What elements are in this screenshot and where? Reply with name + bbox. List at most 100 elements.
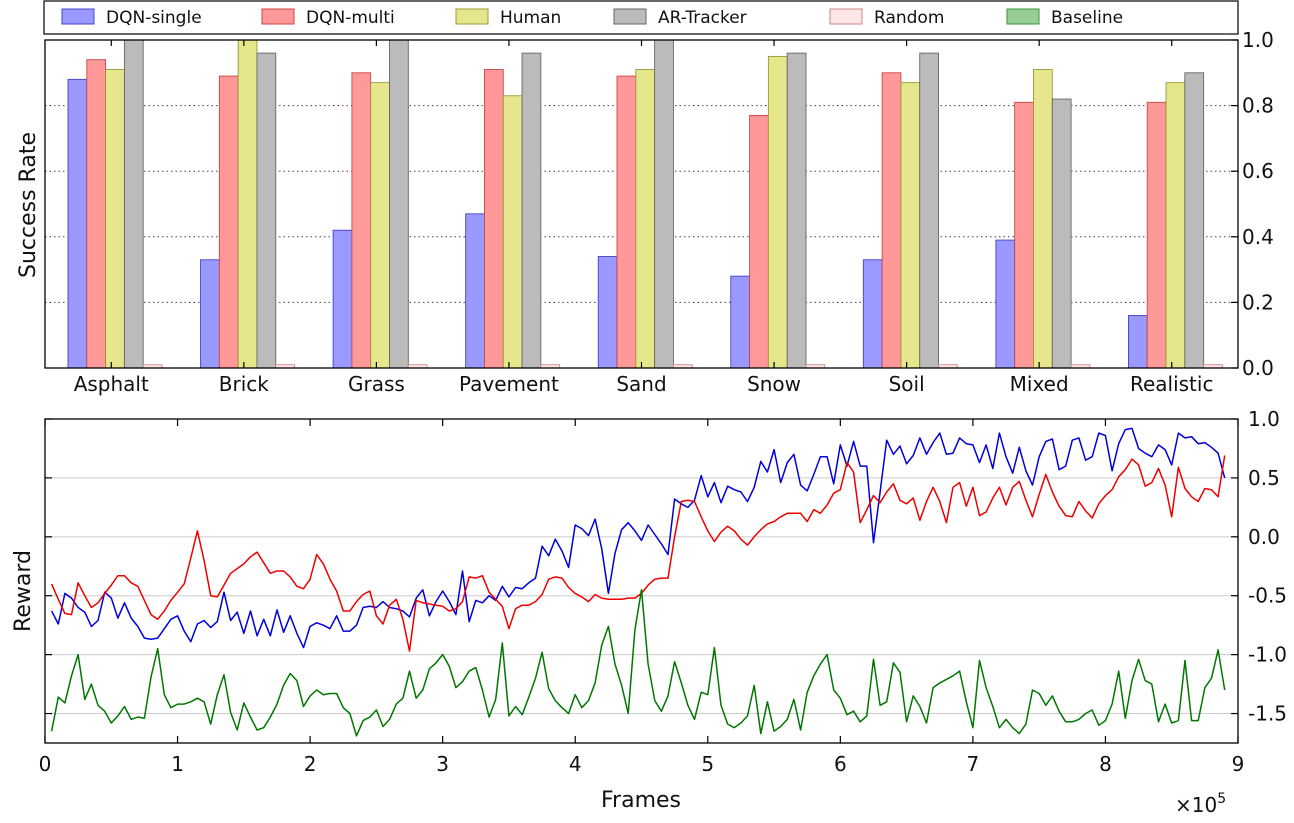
x-scale-exponent: 5 <box>1217 791 1226 807</box>
top-x-ticks: Asphalt Brick Grass Pavement Sand Snow Soil Mix… <box>74 40 1214 396</box>
x-scale-base: ×10 <box>1175 793 1217 817</box>
bottom-x-ticks: 0 1 2 3 4 5 6 7 8 9 <box>39 419 1245 776</box>
bar-ar-tracker-asphalt <box>123 39 144 369</box>
legend-label-dqn-multi: DQN-multi <box>306 8 395 28</box>
bar-ar-tracker-pavement <box>521 52 542 369</box>
legend-label-ar-tracker: AR-Tracker <box>658 8 747 28</box>
bottom-x-tick-label: 2 <box>304 752 317 776</box>
top-chart-panel: 0.0 0.2 0.4 0.6 0.8 1.0 Asphalt Brick Grass Pave… <box>16 28 1274 396</box>
bar-dqn-multi-grass <box>351 72 372 369</box>
legend-swatch-baseline <box>1006 8 1040 25</box>
bar-ar-tracker-soil <box>919 52 939 369</box>
top-y-axis-label: Success Rate <box>16 132 41 278</box>
top-y-ticks: 0.0 0.2 0.4 0.6 0.8 1.0 <box>1231 28 1274 380</box>
x-scale-multiplier: ×105 <box>1175 791 1226 817</box>
bar-human-sand <box>635 69 656 369</box>
legend-swatch-human <box>455 8 489 25</box>
category-label-mixed: Mixed <box>1010 372 1069 396</box>
bar-dqn-single-asphalt <box>67 78 88 369</box>
category-label-realistic: Realistic <box>1130 372 1214 396</box>
top-y-tick-label: 0.4 <box>1242 225 1274 249</box>
bar-dqn-single-soil <box>862 259 883 369</box>
bottom-x-tick-label: 5 <box>701 752 714 776</box>
category-label-snow: Snow <box>747 372 801 396</box>
top-y-tick-label: 1.0 <box>1242 28 1274 52</box>
top-y-tick-label: 0.6 <box>1242 159 1274 183</box>
bottom-y-axis-label: Reward <box>11 550 36 632</box>
category-label-asphalt: Asphalt <box>74 372 149 396</box>
bar-human-pavement <box>502 95 523 369</box>
legend-swatch-dqn-single <box>61 8 95 25</box>
bottom-x-tick-label: 8 <box>1099 752 1112 776</box>
bar-dqn-single-pavement <box>465 213 485 369</box>
bar-human-brick <box>237 39 258 369</box>
bar-dqn-single-snow <box>730 275 751 369</box>
top-y-tick-label: 0.0 <box>1242 356 1274 380</box>
bar-dqn-multi-snow <box>749 114 769 369</box>
bar-human-asphalt <box>105 69 125 369</box>
bar-dqn-single-brick <box>200 259 220 369</box>
bar-dqn-single-grass <box>332 229 353 369</box>
bar-ar-tracker-realistic <box>1184 72 1205 369</box>
category-label-pavement: Pavement <box>459 372 559 396</box>
bar-dqn-multi-sand <box>616 75 637 369</box>
category-label-sand: Sand <box>616 372 666 396</box>
legend-swatch-ar-tracker <box>613 8 647 25</box>
bar-human-grass <box>370 82 390 369</box>
bar-ar-tracker-snow <box>786 52 807 369</box>
bar-human-soil <box>900 82 921 369</box>
bottom-x-tick-label: 7 <box>967 752 980 776</box>
bar-dqn-multi-mixed <box>1014 101 1034 369</box>
top-y-tick-label: 0.8 <box>1242 94 1274 118</box>
bar-ar-tracker-sand <box>654 39 674 369</box>
bar-human-snow <box>767 55 788 369</box>
bottom-x-axis-label: Frames <box>601 788 681 813</box>
bottom-y-tick-label: -0.5 <box>1248 584 1287 608</box>
bar-dqn-single-realistic <box>1127 315 1148 369</box>
bar-ar-tracker-mixed <box>1051 98 1072 369</box>
bottom-x-tick-label: 6 <box>834 752 847 776</box>
legend-swatch-dqn-multi <box>261 8 295 25</box>
bar-dqn-multi-asphalt <box>86 59 107 369</box>
legend-label-human: Human <box>500 8 561 28</box>
bar-dqn-single-sand <box>597 256 618 369</box>
legend-label-random: Random <box>874 8 944 28</box>
bottom-y-ticks: -1.5 -1.0 -0.5 0.0 0.5 1.0 <box>45 407 1287 726</box>
category-label-soil: Soil <box>889 372 925 396</box>
line-dqn-multi <box>50 455 1226 652</box>
bottom-axes-frame <box>44 418 1239 744</box>
bottom-series-lines <box>50 427 1226 737</box>
bar-ar-tracker-grass <box>389 39 409 369</box>
category-label-grass: Grass <box>348 372 405 396</box>
bar-human-mixed <box>1033 69 1053 369</box>
bottom-x-tick-label: 4 <box>569 752 582 776</box>
legend-label-dqn-single: DQN-single <box>106 8 202 28</box>
bar-dqn-multi-pavement <box>484 69 504 369</box>
bar-dqn-multi-brick <box>218 75 239 369</box>
bottom-x-tick-label: 0 <box>39 752 52 776</box>
bottom-y-tick-label: 0.0 <box>1248 525 1280 549</box>
bar-ar-tracker-brick <box>256 52 277 369</box>
top-y-tick-label: 0.2 <box>1242 290 1274 314</box>
bar-dqn-single-mixed <box>995 239 1016 369</box>
bottom-y-tick-label: -1.5 <box>1248 702 1287 726</box>
category-label-brick: Brick <box>219 372 269 396</box>
bottom-y-tick-label: 1.0 <box>1248 407 1280 431</box>
bottom-x-tick-label: 9 <box>1232 752 1245 776</box>
line-baseline <box>50 589 1226 737</box>
top-bars <box>67 39 1223 369</box>
legend-swatch-random <box>829 8 863 25</box>
bar-dqn-multi-soil <box>881 72 902 369</box>
line-dqn-single <box>50 427 1226 649</box>
legend-label-baseline: Baseline <box>1051 8 1123 28</box>
bar-human-realistic <box>1165 82 1186 369</box>
bottom-y-tick-label: 0.5 <box>1248 466 1280 490</box>
legend: DQN-single DQN-multi Human AR-Tracker Random… <box>43 0 1239 35</box>
bottom-y-tick-label: -1.0 <box>1248 643 1287 667</box>
bottom-x-tick-label: 1 <box>171 752 184 776</box>
bottom-x-tick-label: 3 <box>436 752 449 776</box>
bar-dqn-multi-realistic <box>1146 101 1167 369</box>
